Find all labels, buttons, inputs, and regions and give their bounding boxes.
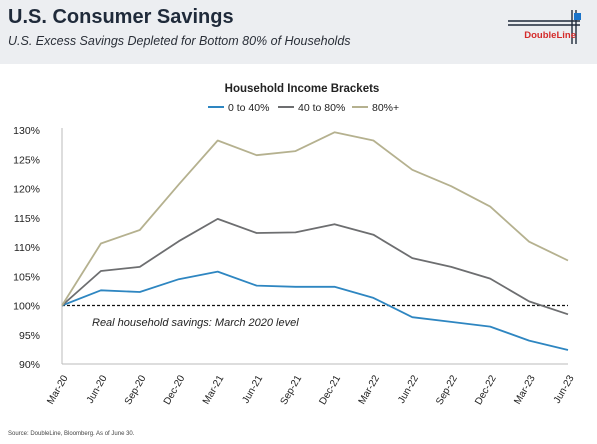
x-tick-label: Sep-21: [279, 373, 305, 407]
x-tick-label: Mar-20: [45, 373, 71, 406]
x-tick-label: Dec-21: [317, 373, 343, 407]
y-tick-label: 120%: [13, 184, 40, 196]
legend-label: 80%+: [372, 102, 399, 114]
series-line: [61, 270, 569, 351]
logo-text: DoubleLine: [524, 30, 576, 41]
x-tick-label: Sep-22: [434, 373, 460, 407]
x-tick-label: Mar-22: [357, 373, 383, 406]
series-line: [61, 217, 569, 316]
doubleline-logo-icon: [508, 10, 581, 44]
x-tick-label: Jun-21: [240, 373, 265, 405]
page-title: U.S. Consumer Savings: [8, 6, 234, 28]
series-line: [61, 131, 569, 306]
doubleline-logo: DoubleLine: [508, 10, 586, 46]
legend-label: 0 to 40%: [228, 102, 269, 114]
x-axis: Mar-20 Jun-20 Sep-20 Dec-20 Mar-21 Jun-21 Sep-…: [45, 363, 577, 407]
y-tick-label: 125%: [13, 154, 40, 166]
y-tick-label: 110%: [14, 242, 40, 254]
page-subtitle: U.S. Excess Savings Depleted for Bottom …: [8, 34, 351, 48]
chart-title: Household Income Brackets: [225, 83, 380, 95]
y-tick-label: 100%: [13, 301, 40, 313]
x-tick-label: Jun-23: [552, 373, 577, 405]
y-tick-label: 95%: [19, 330, 40, 342]
x-tick-label: Mar-23: [512, 373, 538, 406]
source-note: Source: DoubleLine, Bloomberg. As of Jun…: [8, 431, 135, 437]
x-tick-label: Jun-20: [85, 373, 110, 405]
y-tick-label: 115%: [14, 213, 40, 225]
y-tick-label: 90%: [19, 359, 40, 371]
x-tick-label: Dec-20: [162, 373, 188, 407]
series-lines: [61, 131, 569, 351]
y-tick-label: 130%: [13, 125, 40, 137]
x-tick-label: Sep-20: [123, 373, 149, 407]
header-bar: U.S. Consumer Savings U.S. Excess Saving…: [0, 0, 597, 64]
x-tick-label: Jun-22: [396, 373, 421, 405]
y-tick-label: 105%: [13, 271, 40, 283]
x-tick-label: Dec-22: [473, 373, 499, 407]
chart-area: Household Income Brackets 0 to 40% 40 to …: [0, 64, 597, 430]
chart-legend: 0 to 40% 40 to 80% 80%+: [208, 102, 399, 114]
x-tick-label: Mar-21: [201, 373, 227, 406]
y-axis: 90% 95% 100% 105% 110% 115% 120% 125% 130%: [13, 125, 63, 371]
chart-annotation: Real household savings: March 2020 level: [92, 317, 299, 329]
line-chart: Household Income Brackets 0 to 40% 40 to …: [13, 83, 577, 407]
legend-label: 40 to 80%: [298, 102, 345, 114]
